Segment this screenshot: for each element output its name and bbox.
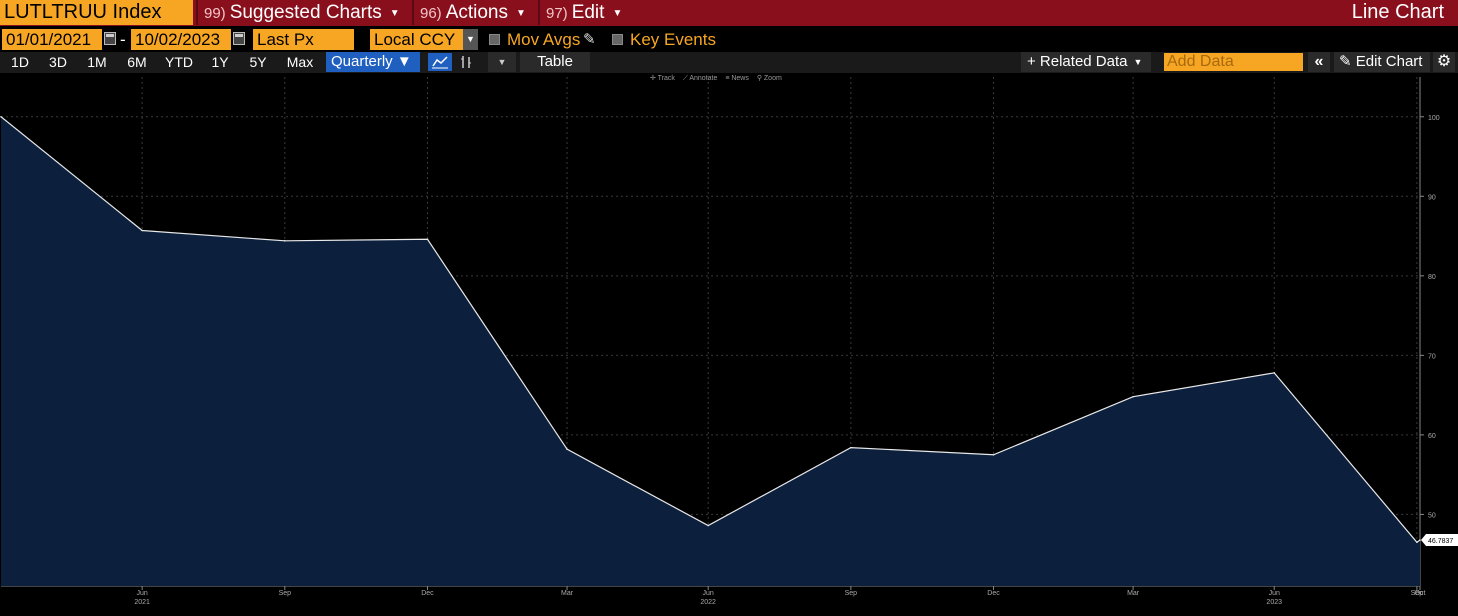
x-tick-label: Jun: [703, 590, 714, 597]
related-data-label: + Related Data: [1027, 53, 1128, 70]
chart-tools-bar: ✛ Track ⟋ Annotate ≡ News ⚲ Zoom: [650, 74, 788, 84]
x-tick-label: Sep: [1411, 590, 1424, 597]
range-6m[interactable]: 6M: [127, 54, 147, 70]
caret-down-icon[interactable]: ▼: [488, 52, 516, 72]
data-point: [992, 453, 995, 456]
frequency-dropdown[interactable]: Quarterly ▼: [326, 52, 420, 72]
mov-avgs-label[interactable]: Mov Avgs: [507, 30, 581, 49]
ticker-label[interactable]: LUTLTRUU Index: [0, 0, 193, 25]
y-tick-label: 50: [1428, 512, 1436, 519]
gear-icon[interactable]: ⚙: [1433, 52, 1455, 72]
range-5y[interactable]: 5Y: [249, 54, 267, 70]
data-point: [1416, 541, 1418, 544]
chart-area[interactable]: 50 60 70 80 90 100 Jun Sep Dec Mar Jun Sep Dec Mar Jun…: [0, 73, 1458, 616]
collapse-icon[interactable]: «: [1308, 52, 1330, 72]
range-1y[interactable]: 1Y: [211, 54, 229, 70]
menu-number: 97): [546, 5, 568, 22]
x-tick-label: Jun: [1269, 590, 1280, 597]
data-point: [0, 115, 2, 118]
menu-number: 96): [420, 5, 442, 22]
title-bar: LUTLTRUU Index 99) Suggested Charts ▼ 96) A…: [0, 0, 1458, 26]
track-tool[interactable]: ✛ Track: [650, 75, 675, 82]
pencil-icon: ✎: [1339, 53, 1356, 70]
line-chart[interactable]: 50 60 70 80 90 100 Jun Sep Dec Mar Jun Sep Dec Mar Jun…: [0, 73, 1458, 616]
series-line: [0, 116, 1421, 544]
caret-down-icon: ▼: [389, 8, 400, 19]
zoom-tool[interactable]: ⚲ Zoom: [756, 75, 782, 82]
data-point: [284, 240, 286, 242]
x-year-label: 2022: [700, 599, 716, 606]
x-tick-label: Oct: [1415, 590, 1426, 597]
currency-selector[interactable]: Local CCY: [370, 29, 463, 50]
annotate-tool[interactable]: ⟋ Annotate: [682, 75, 718, 82]
settings-row: 01/01/2021 - 10/02/2023 Last Px Local CC…: [0, 29, 1458, 51]
x-tick-label: Dec: [987, 590, 1000, 597]
key-events-checkbox[interactable]: [612, 34, 623, 45]
suggested-charts-menu[interactable]: 99) Suggested Charts ▼: [196, 0, 410, 25]
y-tick-label: 80: [1428, 274, 1436, 281]
date-separator: -: [120, 30, 126, 49]
range-max[interactable]: Max: [286, 54, 314, 70]
y-tick-label: 100: [1428, 115, 1440, 122]
edit-menu[interactable]: 97) Edit ▼: [538, 0, 626, 25]
mov-avgs-checkbox[interactable]: [489, 34, 500, 45]
calendar-icon[interactable]: [104, 32, 116, 45]
add-data-input[interactable]: [1164, 53, 1303, 71]
key-events-label[interactable]: Key Events: [630, 30, 716, 49]
area-fill: [1, 116, 1420, 586]
menu-label: Actions: [445, 2, 508, 23]
menu-label: Edit: [571, 2, 605, 23]
caret-down-icon: ▼: [612, 8, 623, 19]
line-chart-icon[interactable]: [428, 53, 452, 71]
edit-chart-label: Edit Chart: [1355, 53, 1423, 70]
field-selector[interactable]: Last Px: [253, 29, 354, 50]
x-tick-label: Sep: [845, 590, 858, 597]
actions-menu[interactable]: 96) Actions ▼: [412, 0, 536, 25]
end-date-field[interactable]: 10/02/2023: [131, 29, 231, 50]
data-point: [426, 238, 429, 241]
last-value-tag: [1421, 534, 1458, 547]
x-year-label: 2021: [134, 599, 150, 606]
range-1d[interactable]: 1D: [11, 54, 29, 70]
y-tick-label: 70: [1428, 353, 1436, 360]
y-tick-label: 60: [1428, 433, 1436, 440]
table-button[interactable]: Table: [520, 52, 590, 72]
menu-number: 99): [204, 5, 226, 22]
related-data-button[interactable]: + Related Data ▼: [1021, 52, 1151, 72]
x-year-label: 2023: [1266, 599, 1282, 606]
caret-down-icon[interactable]: ▼: [463, 29, 478, 50]
edit-chart-button[interactable]: ✎ Edit Chart: [1334, 52, 1430, 72]
chart-type-title: Line Chart: [1351, 1, 1444, 23]
range-1m[interactable]: 1M: [87, 54, 107, 70]
x-tick-label: Jun: [136, 590, 147, 597]
x-tick-label: Dec: [421, 590, 434, 597]
caret-down-icon: ▼: [516, 8, 526, 19]
caret-down-icon: ▼: [1133, 57, 1143, 67]
data-point: [850, 446, 852, 449]
y-tick-label: 90: [1428, 194, 1436, 201]
pencil-icon[interactable]: ✎: [583, 31, 596, 48]
start-date-field[interactable]: 01/01/2021: [2, 29, 102, 50]
x-tick-label: Sep: [279, 590, 292, 597]
toolbar-row: 1D 3D 1M 6M YTD 1Y 5Y Max Quarterly ▼ ▼ …: [0, 52, 1458, 73]
calendar-icon[interactable]: [233, 32, 245, 45]
last-value-label: 46.7837: [1428, 538, 1453, 545]
menu-label: Suggested Charts: [229, 2, 382, 23]
data-point: [707, 524, 709, 527]
news-tool[interactable]: ≡ News: [725, 75, 749, 82]
data-point: [1419, 539, 1421, 541]
range-ytd[interactable]: YTD: [165, 54, 193, 70]
x-tick-label: Mar: [1127, 590, 1140, 597]
data-point: [1273, 372, 1276, 374]
data-point: [141, 229, 143, 232]
data-point: [566, 448, 568, 451]
x-tick-label: Mar: [561, 590, 574, 597]
data-point: [1132, 395, 1134, 398]
range-3d[interactable]: 3D: [49, 54, 67, 70]
bar-chart-icon[interactable]: [456, 53, 478, 71]
